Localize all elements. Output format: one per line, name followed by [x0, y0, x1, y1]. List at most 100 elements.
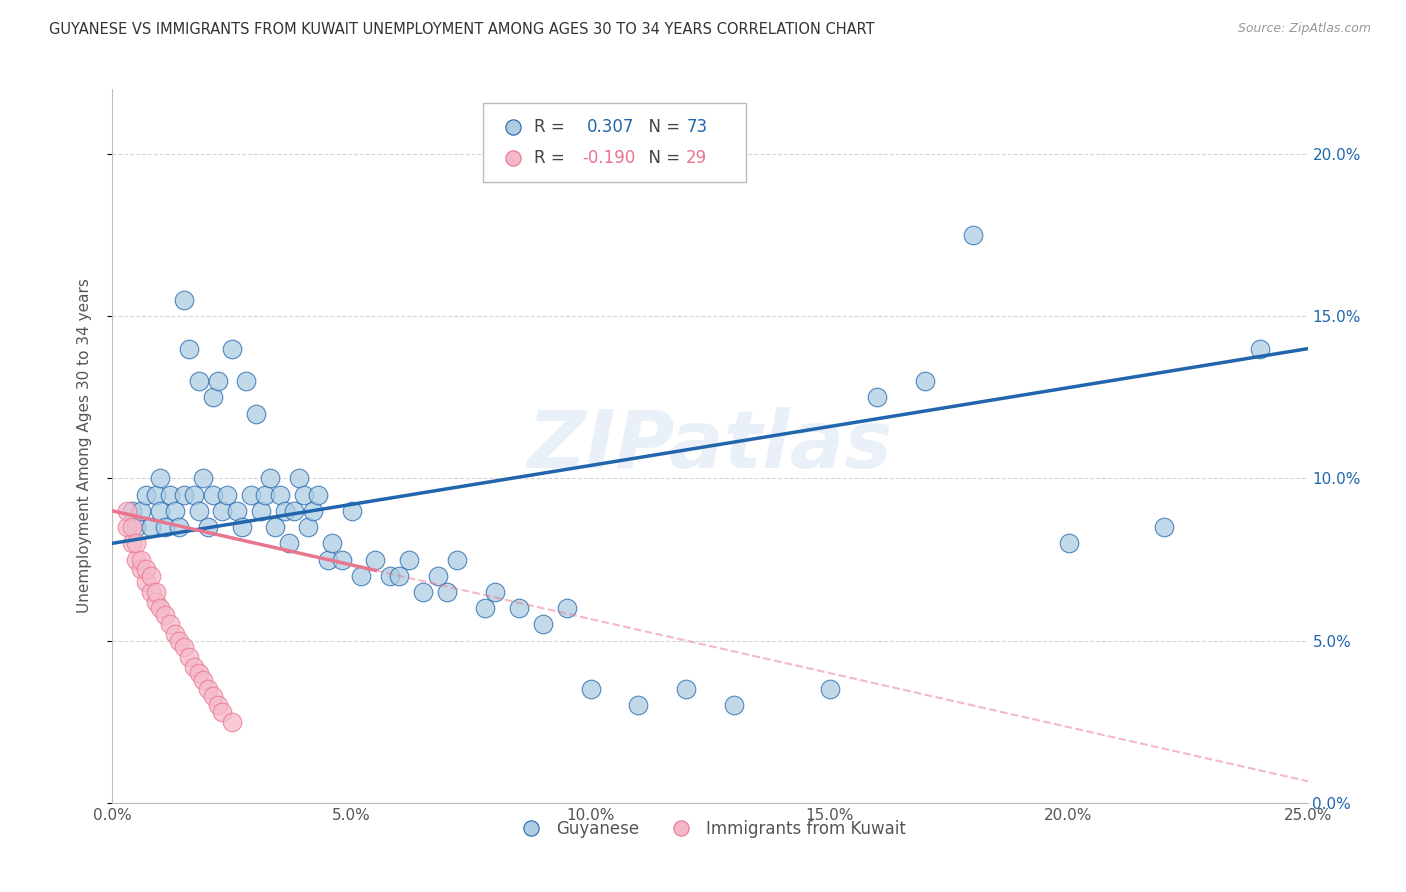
Point — [139, 568, 162, 582]
Point — [187, 374, 209, 388]
Point — [1249, 342, 1271, 356]
Point — [173, 293, 195, 307]
Point — [217, 488, 239, 502]
Point — [446, 552, 468, 566]
Point — [412, 585, 434, 599]
Point — [555, 601, 578, 615]
Point — [149, 601, 172, 615]
Point — [115, 520, 138, 534]
Point — [259, 471, 281, 485]
Point — [145, 488, 167, 502]
Point — [508, 601, 530, 615]
Point — [235, 374, 257, 388]
Point — [173, 640, 195, 654]
Point — [818, 682, 841, 697]
Point — [364, 552, 387, 566]
Point — [135, 488, 157, 502]
Point — [135, 575, 157, 590]
Point — [240, 488, 263, 502]
Point — [307, 488, 329, 502]
Point — [288, 471, 311, 485]
Point — [340, 504, 363, 518]
Point — [254, 488, 277, 502]
Y-axis label: Unemployment Among Ages 30 to 34 years: Unemployment Among Ages 30 to 34 years — [77, 278, 91, 614]
Point — [201, 390, 224, 404]
Point — [207, 374, 229, 388]
Point — [484, 585, 506, 599]
Point — [173, 488, 195, 502]
Point — [177, 342, 200, 356]
Point — [135, 562, 157, 576]
Text: ZIPatlas: ZIPatlas — [527, 407, 893, 485]
Point — [149, 504, 172, 518]
Point — [153, 520, 176, 534]
Point — [145, 595, 167, 609]
Point — [278, 536, 301, 550]
Legend: Guyanese, Immigrants from Kuwait: Guyanese, Immigrants from Kuwait — [508, 814, 912, 845]
Point — [197, 520, 219, 534]
Point — [302, 504, 325, 518]
Point — [159, 617, 181, 632]
Point — [187, 666, 209, 681]
Point — [723, 698, 745, 713]
Point — [264, 520, 287, 534]
Point — [129, 504, 152, 518]
Point — [426, 568, 449, 582]
Point — [273, 504, 295, 518]
Point — [183, 659, 205, 673]
Point — [388, 568, 411, 582]
Point — [321, 536, 343, 550]
Point — [139, 520, 162, 534]
Point — [169, 520, 191, 534]
Point — [163, 627, 186, 641]
Point — [436, 585, 458, 599]
Point — [193, 673, 215, 687]
Text: N =: N = — [638, 150, 686, 168]
Point — [163, 504, 186, 518]
Text: 73: 73 — [686, 118, 707, 136]
Point — [398, 552, 420, 566]
Text: R =: R = — [534, 150, 571, 168]
Point — [183, 488, 205, 502]
Point — [211, 504, 233, 518]
Point — [297, 520, 319, 534]
Text: 0.307: 0.307 — [586, 118, 634, 136]
Point — [914, 374, 936, 388]
FancyBboxPatch shape — [484, 103, 747, 182]
Point — [378, 568, 401, 582]
Text: Source: ZipAtlas.com: Source: ZipAtlas.com — [1237, 22, 1371, 36]
Point — [962, 228, 984, 243]
Point — [1153, 520, 1175, 534]
Point — [129, 562, 152, 576]
Text: 29: 29 — [686, 150, 707, 168]
Point — [145, 585, 167, 599]
Point — [316, 552, 339, 566]
Text: R =: R = — [534, 118, 571, 136]
Point — [125, 520, 148, 534]
Point — [121, 504, 143, 518]
Point — [225, 504, 247, 518]
Point — [177, 649, 200, 664]
Text: -0.190: -0.190 — [582, 150, 636, 168]
Point — [474, 601, 496, 615]
Point — [193, 471, 215, 485]
Point — [197, 682, 219, 697]
Point — [221, 342, 243, 356]
Point — [231, 520, 253, 534]
Point — [153, 607, 176, 622]
Point — [139, 585, 162, 599]
Point — [249, 504, 271, 518]
Point — [169, 633, 191, 648]
Point — [121, 520, 143, 534]
Point — [330, 552, 353, 566]
Text: N =: N = — [638, 118, 686, 136]
Point — [221, 714, 243, 729]
Point — [149, 471, 172, 485]
Point — [292, 488, 315, 502]
Point — [627, 698, 650, 713]
Point — [269, 488, 291, 502]
Point — [159, 488, 181, 502]
Point — [201, 488, 224, 502]
Point — [1057, 536, 1080, 550]
Text: GUYANESE VS IMMIGRANTS FROM KUWAIT UNEMPLOYMENT AMONG AGES 30 TO 34 YEARS CORREL: GUYANESE VS IMMIGRANTS FROM KUWAIT UNEMP… — [49, 22, 875, 37]
